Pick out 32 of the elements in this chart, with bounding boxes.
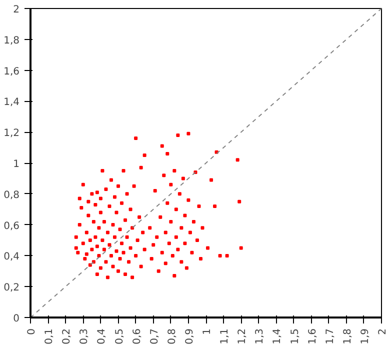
x-tick-label: 1,1 <box>220 328 231 344</box>
y-tick-label: 2 <box>13 4 20 16</box>
x-tick-label: 0,9 <box>184 328 196 344</box>
x-tick-label: 0,2 <box>62 328 73 344</box>
x-tick-label: 0,7 <box>149 328 160 344</box>
x-tick-label: 1,4 <box>272 328 284 344</box>
y-tick-label: 1,8 <box>4 35 20 46</box>
x-tick-label: 0,5 <box>114 328 126 344</box>
y-tick-label: 1,2 <box>4 128 20 140</box>
x-tick-label: 0,1 <box>44 328 56 344</box>
x-tick-label: 0,4 <box>96 328 108 344</box>
x-tick-label: 1,7 <box>324 328 336 344</box>
x-tick-label: 1 <box>202 328 213 335</box>
y-tick-label: 0,6 <box>4 220 20 232</box>
y-tick-label: 1,4 <box>4 97 20 108</box>
x-tick-label: 1,2 <box>237 328 248 344</box>
x-tick-label: 1,5 <box>290 328 301 344</box>
y-tick-label: 0,8 <box>4 190 20 201</box>
x-tick-label: 1,6 <box>307 328 318 344</box>
x-tick-label: 2 <box>378 328 388 335</box>
y-tick-label: 0,2 <box>4 282 20 294</box>
x-tick-label: 0 <box>26 328 38 335</box>
x-tick-label: 1,9 <box>360 328 371 344</box>
x-tick-label: 0,6 <box>132 328 143 344</box>
x-tick-label: 1,3 <box>254 328 266 344</box>
y-tick-label: 1 <box>13 159 20 170</box>
y-tick-label: 1,6 <box>4 66 20 78</box>
y-tick-label: 0,4 <box>4 252 20 263</box>
x-tick-label: 1,8 <box>342 328 354 344</box>
y-tick-label: 0 <box>13 314 20 324</box>
x-tick-label: 0,8 <box>166 328 178 344</box>
x-tick-label: 0,3 <box>79 328 90 344</box>
